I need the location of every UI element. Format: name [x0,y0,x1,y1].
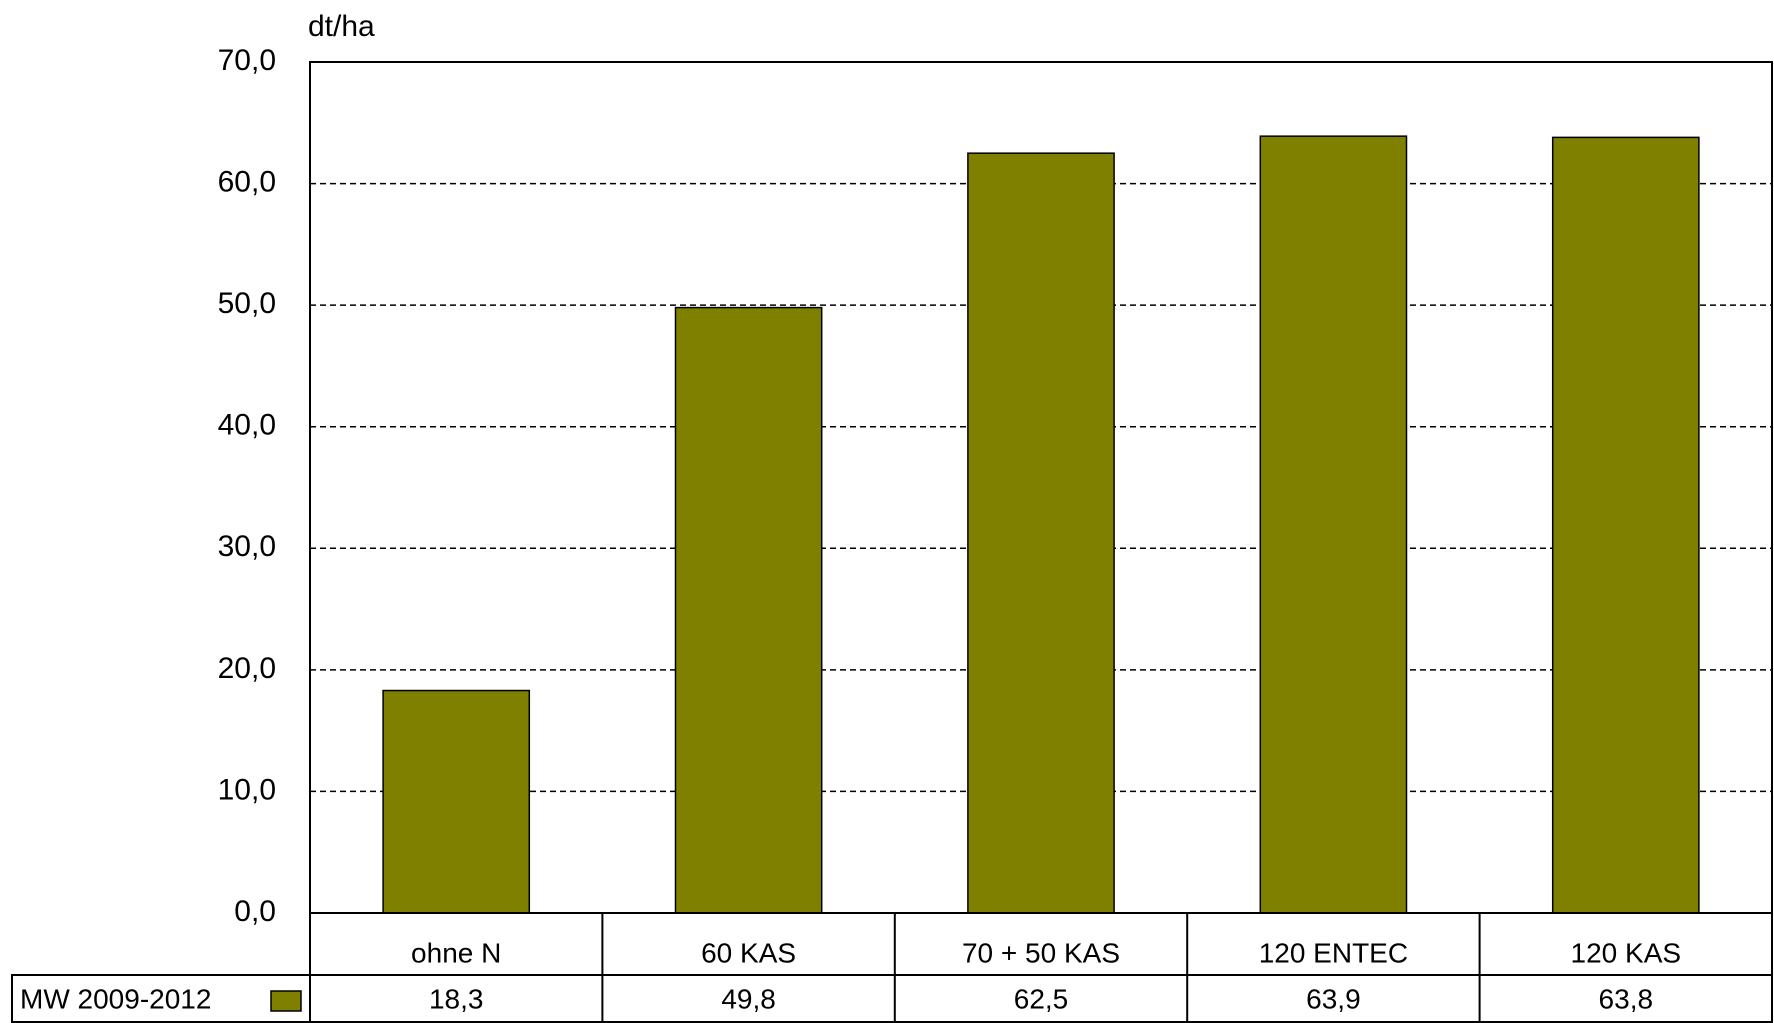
plot-frame [309,61,1773,914]
y-tick-label: 20,0 [218,652,276,685]
data-table: MW 2009-2012 ohne N 60 KAS 70 + 50 KAS 120 … [11,913,1773,1023]
x-tick-label: 70 + 50 KAS [962,937,1120,968]
y-tick-label: 50,0 [218,287,276,320]
value-label: 62,5 [1014,983,1069,1014]
bar [967,152,1115,914]
x-tick-label: 60 KAS [701,937,796,968]
value-label: 63,8 [1599,983,1654,1014]
y-tick-label: 70,0 [218,44,276,77]
y-tick-label: 30,0 [218,530,276,563]
bar [1551,136,1700,914]
legend-label: MW 2009-2012 [20,983,211,1014]
bar [674,306,823,914]
y-tick-label: 60,0 [218,165,276,198]
x-tick-label: 120 KAS [1571,937,1682,968]
value-label: 63,9 [1306,983,1361,1014]
bar [382,689,531,914]
y-axis-unit: dt/ha [308,10,375,43]
value-label: 49,8 [721,983,776,1014]
y-tick-label: 40,0 [218,409,276,442]
bar [1259,135,1408,914]
x-tick-label: 120 ENTEC [1259,937,1408,968]
x-tick-label: ohne N [411,937,501,968]
value-label: 18,3 [429,983,484,1014]
bars [382,135,1700,914]
legend-swatch [270,990,302,1012]
y-tick-label: 10,0 [218,773,276,806]
y-tick-label: 0,0 [234,895,276,928]
